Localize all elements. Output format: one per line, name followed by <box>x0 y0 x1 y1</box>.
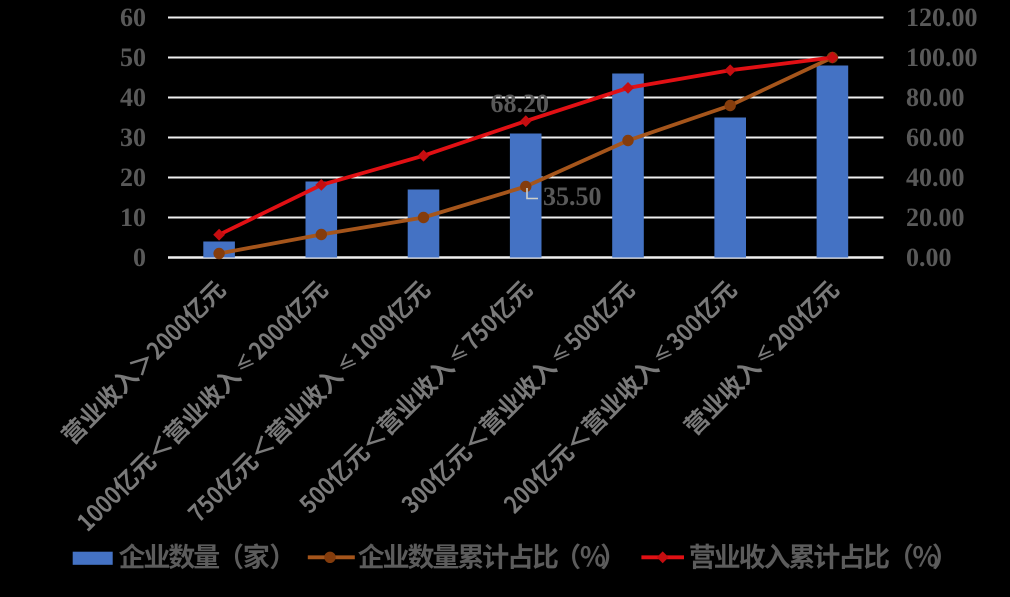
svg-text:100.00: 100.00 <box>906 43 978 72</box>
svg-text:80.00: 80.00 <box>906 83 965 112</box>
svg-text:40.00: 40.00 <box>906 163 965 192</box>
svg-text:60.00: 60.00 <box>906 123 965 152</box>
svg-text:0: 0 <box>133 243 146 272</box>
svg-text:20.00: 20.00 <box>906 203 965 232</box>
svg-text:0.00: 0.00 <box>906 243 952 272</box>
svg-text:30: 30 <box>120 123 146 152</box>
svg-text:68.20: 68.20 <box>491 89 550 118</box>
svg-text:20: 20 <box>120 163 146 192</box>
svg-text:50: 50 <box>120 43 146 72</box>
svg-text:40: 40 <box>120 83 146 112</box>
svg-text:60: 60 <box>120 3 146 32</box>
svg-text:120.00: 120.00 <box>906 3 978 32</box>
svg-text:10: 10 <box>120 203 146 232</box>
svg-text:35.50: 35.50 <box>543 182 602 211</box>
